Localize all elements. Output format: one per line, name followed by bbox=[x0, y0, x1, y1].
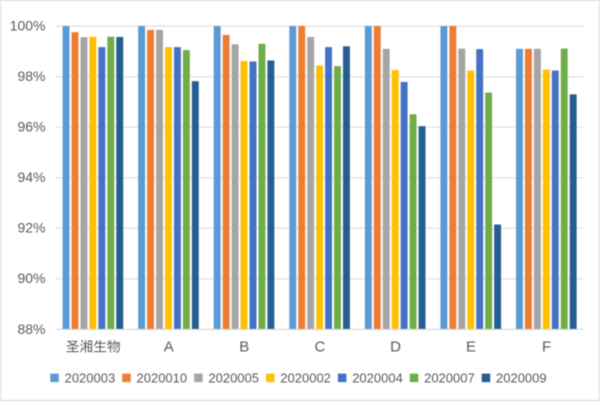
svg-text:2020010: 2020010 bbox=[137, 371, 188, 386]
svg-text:96%: 96% bbox=[17, 119, 45, 135]
svg-text:90%: 90% bbox=[17, 270, 45, 286]
svg-text:D: D bbox=[390, 338, 401, 355]
svg-text:2020005: 2020005 bbox=[208, 371, 259, 386]
svg-text:C: C bbox=[314, 338, 325, 355]
svg-text:2020004: 2020004 bbox=[352, 371, 403, 386]
svg-text:92%: 92% bbox=[17, 220, 45, 236]
svg-text:88%: 88% bbox=[17, 321, 45, 337]
svg-text:2020002: 2020002 bbox=[280, 371, 331, 386]
svg-text:E: E bbox=[466, 338, 476, 355]
svg-text:2020009: 2020009 bbox=[496, 371, 547, 386]
svg-text:100%: 100% bbox=[10, 18, 46, 34]
svg-text:98%: 98% bbox=[17, 68, 45, 84]
svg-text:94%: 94% bbox=[17, 169, 45, 185]
svg-text:F: F bbox=[542, 338, 551, 355]
svg-text:2020003: 2020003 bbox=[65, 371, 116, 386]
svg-text:A: A bbox=[164, 338, 174, 355]
svg-text:B: B bbox=[239, 338, 249, 355]
svg-text:2020007: 2020007 bbox=[424, 371, 475, 386]
